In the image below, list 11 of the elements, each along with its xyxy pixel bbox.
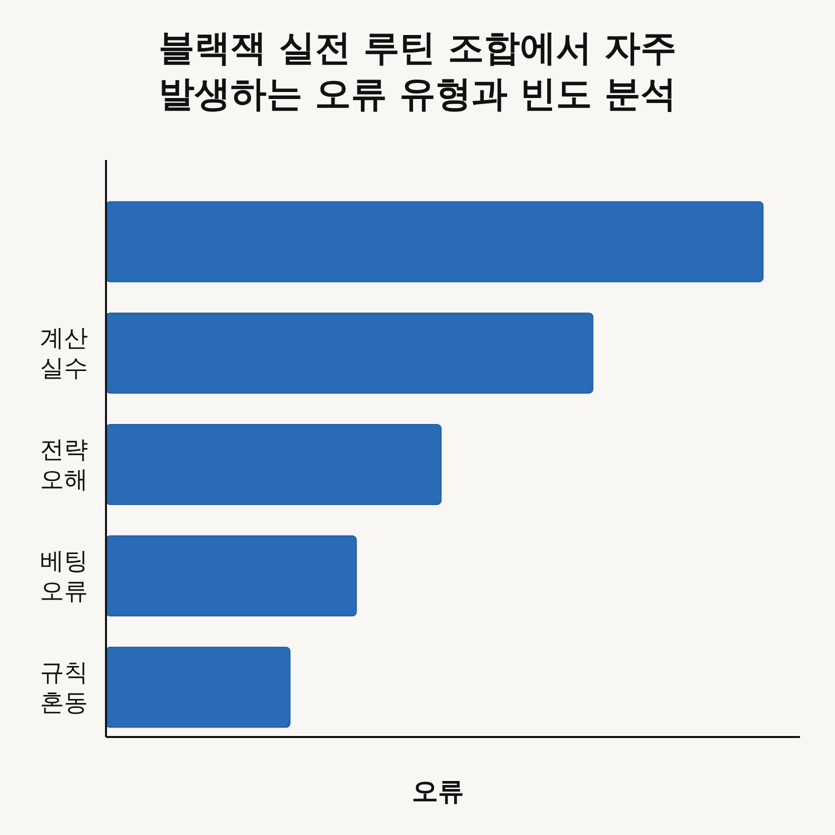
bar (106, 201, 764, 282)
y-tick-label: 전략 오해 (40, 436, 88, 494)
x-axis-title: 오류 (412, 777, 464, 807)
bar (106, 646, 290, 728)
bar (106, 424, 442, 505)
y-tick-label: 규칙 혼동 (40, 658, 88, 716)
bar (106, 535, 357, 616)
y-tick-label: 계산 실수 (40, 324, 88, 382)
bar (106, 312, 594, 394)
y-tick-label: 베팅 오류 (40, 546, 88, 605)
chart-title: 블랙잭 실전 루틴 조합에서 자주 발생하는 오류 유형과 빈도 분석 (158, 28, 677, 115)
